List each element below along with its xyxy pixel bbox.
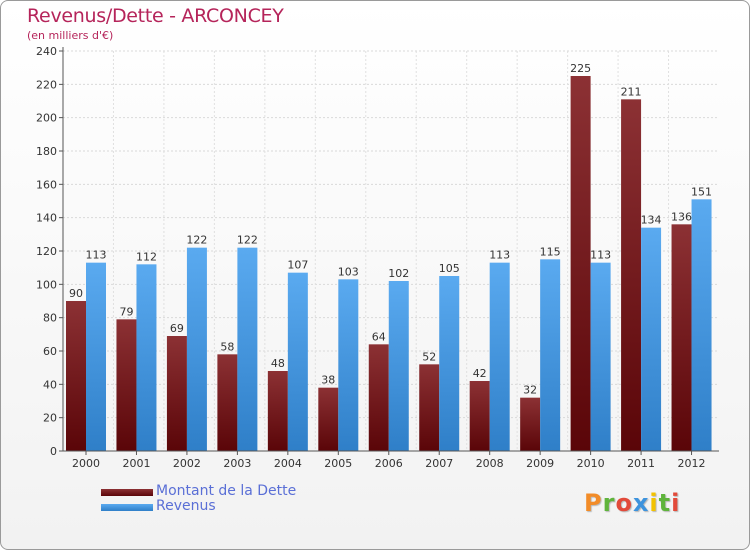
x-tick-label: 2012 [678,457,706,470]
bar-revenus-2001 [136,264,157,451]
data-label-revenus-2000: 113 [86,249,107,262]
logo-letter: i [649,489,659,517]
y-tick-label: 40 [43,378,57,391]
x-tick-label: 2000 [72,457,100,470]
logo-letter: o [615,489,633,517]
x-tick-label: 2001 [122,457,150,470]
data-label-dette-2008: 42 [473,367,487,380]
bar-dette-2005 [318,387,339,451]
data-label-revenus-2009: 115 [540,245,561,258]
y-tick-label: 20 [43,412,57,425]
legend-swatch-dette [101,489,153,496]
x-tick-label: 2010 [577,457,605,470]
data-label-dette-2000: 90 [69,287,83,300]
data-label-dette-2002: 69 [170,322,184,335]
x-tick-label: 2009 [526,457,554,470]
y-tick-label: 200 [36,112,57,125]
bar-revenus-2010 [590,262,611,451]
y-tick-label: 180 [36,145,57,158]
bar-dette-2009 [520,397,541,451]
bar-chart: 90 113 79 112 69 122 58 122 48 107 38 103 64 102 52 105… [36,45,719,470]
bar-revenus-2008 [489,262,510,451]
x-tick-label: 2002 [173,457,201,470]
data-label-revenus-2003: 122 [237,234,258,247]
bar-dette-2004 [267,371,288,451]
data-label-revenus-2007: 105 [439,262,460,275]
legend-label-dette: Montant de la Dette [156,483,297,499]
bar-dette-2012 [671,224,692,451]
y-tick-label: 60 [43,345,57,358]
data-label-dette-2011: 211 [621,85,642,98]
data-label-dette-2005: 38 [321,374,335,387]
data-label-revenus-2012: 151 [691,185,712,198]
bar-dette-2010 [570,76,591,451]
x-tick-label: 2006 [375,457,403,470]
y-tick-label: 240 [36,45,57,58]
x-tick-label: 2005 [324,457,352,470]
data-label-revenus-2005: 103 [338,265,359,278]
logo-letter: P [584,489,603,517]
logo-letter: i [671,489,681,517]
x-tick-label: 2011 [627,457,655,470]
data-label-revenus-2004: 107 [287,259,308,272]
bar-dette-2006 [368,344,389,451]
bar-revenus-2006 [388,281,409,451]
data-label-revenus-2006: 102 [388,267,409,280]
data-label-revenus-2002: 122 [186,234,207,247]
x-tick-label: 2007 [425,457,453,470]
data-label-revenus-2010: 113 [590,249,611,262]
data-label-revenus-2001: 112 [136,250,157,263]
y-tick-label: 140 [36,212,57,225]
data-label-dette-2007: 52 [422,350,436,363]
x-tick-label: 2008 [476,457,504,470]
bar-dette-2007 [419,364,440,451]
bar-revenus-2011 [641,227,662,451]
proxiti-logo: Proxiti [584,489,680,517]
data-label-dette-2006: 64 [372,330,386,343]
bar-dette-2003 [217,354,238,451]
y-tick-label: 220 [36,78,57,91]
y-tick-label: 80 [43,312,57,325]
bar-dette-2011 [621,99,642,451]
data-label-dette-2001: 79 [119,305,133,318]
data-label-dette-2012: 136 [671,210,692,223]
bar-revenus-2007 [439,276,460,451]
chart-title: Revenus/Dette - ARCONCEY [27,5,284,27]
data-label-dette-2010: 225 [570,62,591,75]
bar-revenus-2000 [86,262,106,451]
logo-letter: x [632,489,650,517]
y-tick-label: 100 [36,278,57,291]
logo-letter: t [658,489,672,517]
data-label-revenus-2011: 134 [641,214,662,227]
bar-dette-2000 [66,301,86,451]
bar-revenus-2012 [691,199,712,451]
legend-label-revenus: Revenus [156,498,216,514]
x-tick-label: 2004 [274,457,302,470]
data-label-dette-2003: 58 [220,340,234,353]
bar-revenus-2003 [237,247,258,451]
data-label-dette-2009: 32 [523,384,537,397]
bar-dette-2001 [116,319,137,451]
y-tick-label: 160 [36,178,57,191]
bar-revenus-2009 [540,259,561,451]
data-label-revenus-2008: 113 [489,249,510,262]
logo-letter: r [602,489,616,517]
x-tick-label: 2003 [223,457,251,470]
y-tick-label: 0 [50,445,57,458]
bar-revenus-2005 [338,279,359,451]
chart-subtitle: (en milliers d'€) [27,29,114,42]
bar-dette-2002 [166,336,187,451]
legend-swatch-revenus [101,504,153,511]
bar-revenus-2004 [287,272,308,451]
y-tick-label: 120 [36,245,57,258]
bar-revenus-2002 [186,247,207,451]
bar-dette-2008 [469,381,490,451]
data-label-dette-2004: 48 [271,357,285,370]
